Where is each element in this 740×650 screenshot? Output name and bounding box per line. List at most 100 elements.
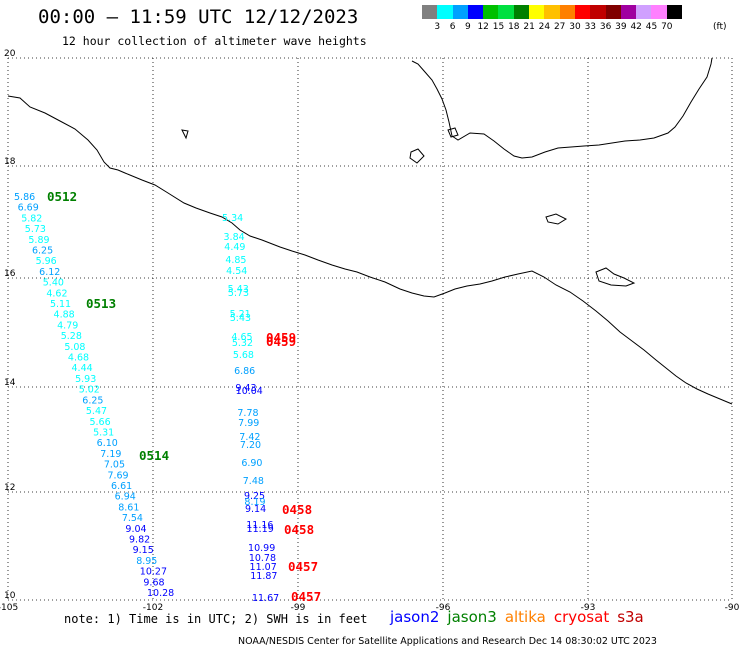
- wave-height-label: 9.14: [245, 504, 266, 515]
- satellite-legend: jason2 jason3 altika cryosat s3a: [390, 608, 652, 626]
- wave-height-label: 5.21: [230, 309, 251, 320]
- wave-height-label: 5.93: [75, 374, 96, 385]
- longitude-label: -93: [581, 603, 596, 613]
- wave-height-label: 5.40: [43, 278, 64, 289]
- wave-height-label: 11.87: [250, 571, 277, 582]
- legend-swatch: [498, 5, 514, 19]
- wave-height-label: 10.78: [249, 553, 276, 564]
- wave-height-label: 6.61: [111, 481, 132, 492]
- legend-swatch: [559, 5, 575, 19]
- longitude-label: -102: [143, 603, 163, 613]
- wave-height-label: 5.73: [228, 288, 249, 299]
- legend-swatch: [590, 5, 606, 19]
- wave-height-label: 11.16: [246, 520, 273, 531]
- wave-height-label: 11.07: [250, 562, 277, 573]
- wave-height-label: 9.04: [125, 524, 146, 535]
- wave-height-label: 6.12: [39, 267, 60, 278]
- pass-id-label: 0513: [86, 296, 116, 311]
- coastline: [7, 57, 733, 405]
- latitude-label: 18: [4, 157, 16, 167]
- wave-height-label: 8.61: [118, 502, 139, 513]
- pass-id-label: 0457: [288, 559, 318, 574]
- map-title: 00:00 – 11:59 UTC 12/12/2023: [38, 6, 359, 28]
- legend-swatch: [666, 5, 683, 19]
- legend-swatch: [605, 5, 621, 19]
- altimeter-tracks: 5.866.695.825.735.896.255.966.125.404.62…: [14, 189, 321, 604]
- wave-height-label: 5.66: [89, 417, 110, 428]
- wave-height-label: 5.32: [232, 338, 253, 349]
- longitude-label: -90: [725, 603, 740, 613]
- pass-id-label: 0457: [291, 589, 321, 604]
- satellite-legend-item: cryosat: [553, 608, 610, 626]
- wave-height-label: 4.68: [68, 353, 89, 364]
- wave-height-label: 8.19: [244, 497, 265, 508]
- satellite-legend-item: jason2: [390, 608, 440, 626]
- legend-swatch: [636, 5, 652, 19]
- map-subtitle: 12 hour collection of altimeter wave hei…: [62, 34, 367, 48]
- color-scale-unit: (ft): [713, 22, 727, 32]
- wave-height-label: 5.11: [50, 299, 71, 310]
- legend-tick-label: 12: [477, 22, 489, 32]
- wave-height-label: 4.85: [225, 255, 246, 266]
- wave-height-label: 5.73: [25, 224, 46, 235]
- legend-swatch: [544, 5, 560, 19]
- legend-swatch: [467, 5, 484, 19]
- wave-height-label: 5.47: [86, 406, 107, 417]
- pass-id-label: 0459: [266, 330, 296, 345]
- footer-credit: NOAA/NESDIS Center for Satellite Applica…: [238, 636, 657, 647]
- wave-height-label: 5.68: [233, 350, 254, 361]
- legend-tick-label: 15: [492, 22, 505, 32]
- wave-height-label: 7.20: [240, 440, 261, 451]
- wave-height-label: 7.78: [237, 408, 258, 419]
- legend-tick-label: 36: [599, 22, 612, 32]
- wave-height-label: 3.84: [224, 232, 245, 243]
- wave-height-label: 4.44: [72, 363, 93, 374]
- legend-swatch: [437, 5, 453, 19]
- wave-height-label: 6.25: [32, 246, 53, 257]
- legend-tick-label: 3: [434, 22, 441, 32]
- legend-swatch: [452, 5, 468, 19]
- satellite-legend-item: altika: [504, 608, 546, 626]
- wave-height-label: 7.48: [243, 476, 264, 487]
- wave-height-label: 11.67: [252, 593, 279, 604]
- wave-height-label: 6.94: [115, 492, 136, 503]
- longitude-label: -99: [291, 603, 306, 613]
- legend-swatch: [574, 5, 591, 19]
- wave-height-label: 9.25: [244, 491, 265, 502]
- legend-tick-label: 39: [615, 22, 627, 32]
- wave-height-label: 5.31: [93, 427, 114, 438]
- legend-tick-label: 27: [553, 22, 566, 32]
- satellite-legend-item: jason3: [447, 608, 497, 626]
- color-scale-legend: [422, 5, 683, 20]
- legend-tick-label: 6: [449, 22, 456, 32]
- pass-id-label: 0458: [284, 522, 314, 537]
- legend-tick-label: 33: [584, 22, 597, 32]
- pass-id-label: 0512: [47, 189, 77, 204]
- latitude-label: 16: [4, 269, 16, 279]
- wave-height-label: 5.02: [79, 385, 100, 396]
- wave-height-label: 9.15: [133, 545, 154, 556]
- wave-height-label: 10.28: [147, 588, 174, 599]
- wave-height-label: 5.08: [64, 342, 85, 353]
- wave-height-label: 10.04: [236, 386, 263, 397]
- wave-height-label: 6.25: [82, 395, 103, 406]
- longitude-label: -105: [0, 603, 18, 613]
- wave-height-label: 7.69: [107, 470, 128, 481]
- wave-height-label: 5.43: [230, 313, 251, 324]
- wave-height-label: 9.82: [129, 534, 150, 545]
- wave-height-label: 5.43: [228, 284, 249, 295]
- latitude-label: 10: [4, 591, 16, 601]
- footer-note: note: 1) Time is in UTC; 2) SWH is in fe…: [64, 612, 368, 626]
- legend-tick-label: 70: [661, 22, 673, 32]
- wave-height-label: 6.90: [241, 458, 262, 469]
- wave-height-label: 6.10: [97, 438, 118, 449]
- wave-height-label: 10.99: [248, 543, 275, 554]
- wave-height-label: 4.54: [226, 266, 247, 277]
- legend-tick-label: 24: [538, 22, 551, 32]
- pass-id-label: 0514: [139, 448, 169, 463]
- latitude-label: 12: [4, 483, 15, 493]
- wave-height-label: 7.05: [104, 460, 125, 471]
- wave-height-label: 5.86: [14, 192, 35, 203]
- wave-height-label: 7.99: [238, 418, 259, 429]
